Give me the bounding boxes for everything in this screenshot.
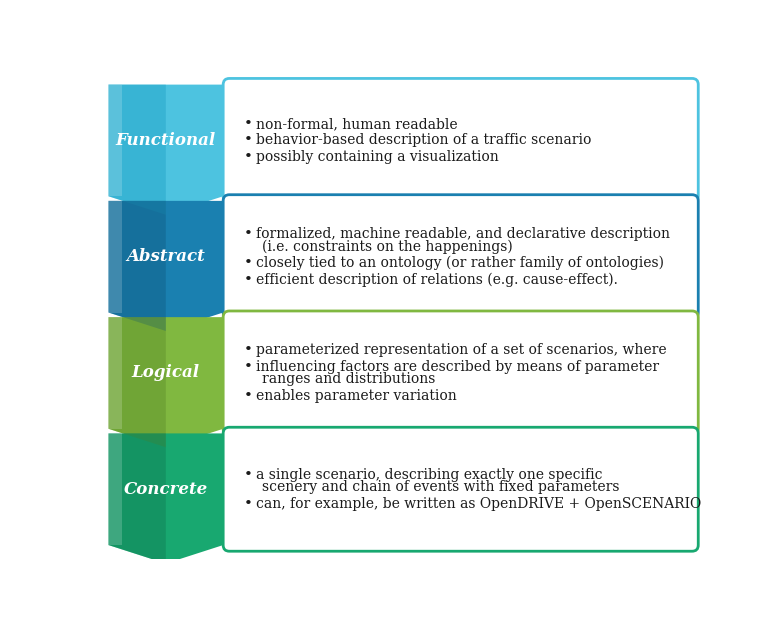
Polygon shape xyxy=(109,433,166,563)
Text: •: • xyxy=(244,133,252,148)
Polygon shape xyxy=(109,85,123,196)
Text: Concrete: Concrete xyxy=(123,481,208,498)
Text: •: • xyxy=(244,497,252,511)
Polygon shape xyxy=(109,201,166,331)
Polygon shape xyxy=(109,317,166,447)
Text: non-formal, human readable: non-formal, human readable xyxy=(255,117,458,131)
Text: •: • xyxy=(244,256,252,270)
Polygon shape xyxy=(109,433,223,563)
Text: •: • xyxy=(244,150,252,164)
Text: Functional: Functional xyxy=(116,132,216,149)
Text: can, for example, be written as OpenDRIVE + OpenSCENARIO: can, for example, be written as OpenDRIV… xyxy=(255,497,701,511)
Text: parameterized representation of a set of scenarios, where: parameterized representation of a set of… xyxy=(255,343,666,357)
Text: Abstract: Abstract xyxy=(127,248,205,265)
Polygon shape xyxy=(109,317,123,429)
Text: •: • xyxy=(244,389,252,403)
FancyBboxPatch shape xyxy=(223,195,698,318)
Text: formalized, machine readable, and declarative description: formalized, machine readable, and declar… xyxy=(255,227,670,241)
FancyBboxPatch shape xyxy=(223,78,698,202)
Text: •: • xyxy=(244,343,252,357)
FancyBboxPatch shape xyxy=(223,427,698,551)
FancyBboxPatch shape xyxy=(223,311,698,435)
Polygon shape xyxy=(109,201,123,313)
Text: behavior-based description of a traffic scenario: behavior-based description of a traffic … xyxy=(255,133,591,148)
Text: •: • xyxy=(244,117,252,131)
Text: enables parameter variation: enables parameter variation xyxy=(255,389,456,403)
Text: Logical: Logical xyxy=(132,364,200,381)
Text: scenery and chain of events with fixed parameters: scenery and chain of events with fixed p… xyxy=(262,480,619,494)
Text: •: • xyxy=(244,360,252,374)
Polygon shape xyxy=(109,201,223,331)
Text: influencing factors are described by means of parameter: influencing factors are described by mea… xyxy=(255,360,659,374)
Text: •: • xyxy=(244,227,252,241)
Text: (i.e. constraints on the happenings): (i.e. constraints on the happenings) xyxy=(262,239,512,254)
Polygon shape xyxy=(109,433,123,545)
Text: efficient description of relations (e.g. cause-effect).: efficient description of relations (e.g.… xyxy=(255,273,618,287)
Text: a single scenario, describing exactly one specific: a single scenario, describing exactly on… xyxy=(255,468,602,482)
Text: ranges and distributions: ranges and distributions xyxy=(262,372,435,386)
Polygon shape xyxy=(109,85,223,215)
Polygon shape xyxy=(109,317,223,447)
Text: •: • xyxy=(244,273,252,286)
Text: possibly containing a visualization: possibly containing a visualization xyxy=(255,150,498,164)
Text: •: • xyxy=(244,468,252,482)
Text: closely tied to an ontology (or rather family of ontologies): closely tied to an ontology (or rather f… xyxy=(255,256,664,270)
Polygon shape xyxy=(109,85,166,215)
